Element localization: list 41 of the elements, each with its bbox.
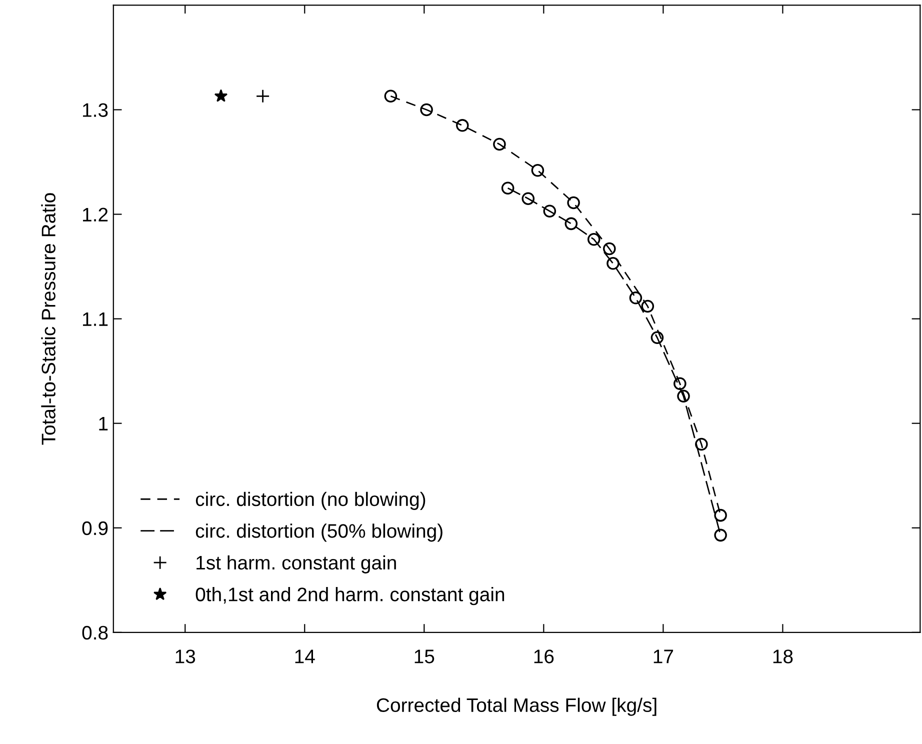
point bbox=[256, 89, 270, 104]
point bbox=[714, 508, 727, 522]
point bbox=[606, 257, 620, 270]
y-axis-title: Total-to-Static Pressure Ratio bbox=[41, 193, 56, 445]
y-tick-label: 1 bbox=[99, 417, 108, 430]
point bbox=[714, 528, 727, 542]
y-tick-label: 0.8 bbox=[82, 626, 108, 640]
legend-label: circ. distortion (no blowing) bbox=[196, 492, 426, 510]
point bbox=[384, 90, 398, 103]
x-tick-label: 15 bbox=[414, 650, 434, 664]
point bbox=[420, 103, 433, 116]
x-tick-label: 17 bbox=[654, 650, 674, 664]
x-tick-label: 13 bbox=[176, 650, 196, 664]
point bbox=[531, 164, 544, 177]
point bbox=[695, 438, 708, 451]
point bbox=[603, 242, 616, 256]
point bbox=[650, 331, 664, 344]
point bbox=[641, 300, 654, 313]
point bbox=[677, 390, 690, 403]
point bbox=[493, 138, 506, 151]
point bbox=[522, 192, 535, 205]
point bbox=[214, 89, 228, 102]
legend-label: 0th,1st and 2nd harm. constant gain bbox=[196, 587, 504, 606]
y-tick-label: 1.3 bbox=[83, 103, 108, 117]
x-tick-label: 18 bbox=[773, 650, 793, 664]
point bbox=[456, 119, 469, 132]
x-tick-label: 14 bbox=[295, 650, 315, 664]
point bbox=[567, 196, 580, 210]
point bbox=[564, 217, 578, 230]
point bbox=[543, 204, 556, 218]
legend-label: circ. distortion (50% blowing) bbox=[196, 524, 442, 542]
x-tick-label: 16 bbox=[534, 650, 554, 664]
point bbox=[501, 182, 514, 195]
point bbox=[587, 232, 600, 246]
y-tick-label: 0.9 bbox=[82, 521, 108, 536]
y-tick-label: 1.2 bbox=[83, 208, 108, 222]
point bbox=[674, 377, 686, 390]
legend-label: 1st harm. constant gain bbox=[196, 555, 396, 574]
x-axis-title: Corrected Total Mass Flow [kg/s] bbox=[376, 698, 656, 716]
point bbox=[629, 292, 642, 304]
y-tick-label: 1.1 bbox=[83, 312, 108, 326]
